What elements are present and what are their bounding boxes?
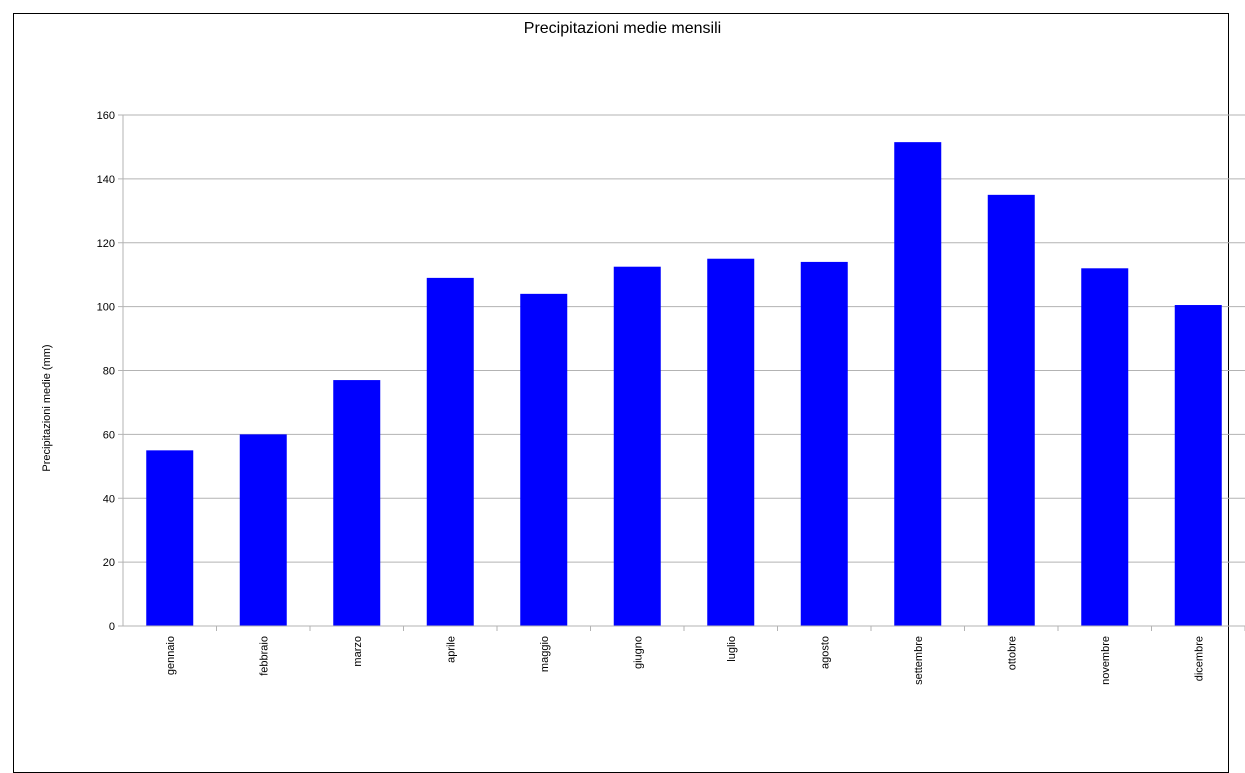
- y-tick-label: 40: [103, 493, 115, 505]
- y-tick-label: 60: [103, 429, 115, 441]
- axes: [118, 114, 1245, 631]
- bar-settembre: [894, 142, 942, 626]
- bars: [146, 142, 1222, 626]
- bar-febbraio: [239, 434, 287, 626]
- y-tick-label: 140: [97, 174, 115, 186]
- x-tick-label-luglio: luglio: [726, 636, 738, 662]
- x-tick-label-maggio: maggio: [539, 636, 551, 672]
- grid-lines: [123, 114, 1245, 627]
- x-tick-label-aprile: aprile: [445, 636, 457, 663]
- bar-gennaio: [146, 450, 194, 626]
- bar-aprile: [426, 277, 474, 626]
- bar-novembre: [1081, 268, 1129, 626]
- y-tick-label: 20: [103, 557, 115, 569]
- x-tick-label-gennaio: gennaio: [165, 636, 177, 675]
- bar-dicembre: [1174, 305, 1222, 626]
- x-tick-label-settembre: settembre: [913, 636, 925, 685]
- y-tick-label: 120: [97, 238, 115, 250]
- bar-giugno: [613, 266, 661, 626]
- bar-marzo: [333, 380, 381, 626]
- y-tick-label: 160: [97, 110, 115, 122]
- x-tick-label-dicembre: dicembre: [1193, 636, 1205, 681]
- bar-luglio: [707, 258, 755, 626]
- x-tick-label-marzo: marzo: [352, 636, 364, 667]
- x-tick-label-febbraio: febbraio: [258, 636, 270, 676]
- x-tick-label-giugno: giugno: [632, 636, 644, 669]
- x-tick-label-ottobre: ottobre: [1006, 636, 1018, 670]
- bar-agosto: [800, 261, 848, 626]
- bar-ottobre: [987, 194, 1035, 626]
- axis-labels: 0 20 40 60 80 100 120 140 160 gennaio febbraio marz…: [97, 110, 1206, 685]
- y-tick-label: 0: [109, 621, 115, 633]
- x-tick-label-novembre: novembre: [1100, 636, 1112, 685]
- bar-maggio: [520, 293, 568, 626]
- bar-chart: 0 20 40 60 80 100 120 140 160 gennaio febbraio marz…: [41, 110, 1245, 685]
- chart-title: Precipitazioni medie mensili: [523, 20, 722, 37]
- y-axis-label: Precipitazioni medie (mm): [41, 344, 53, 471]
- y-tick-label: 80: [103, 366, 115, 378]
- y-tick-label: 100: [97, 302, 115, 314]
- x-tick-label-agosto: agosto: [819, 636, 831, 669]
